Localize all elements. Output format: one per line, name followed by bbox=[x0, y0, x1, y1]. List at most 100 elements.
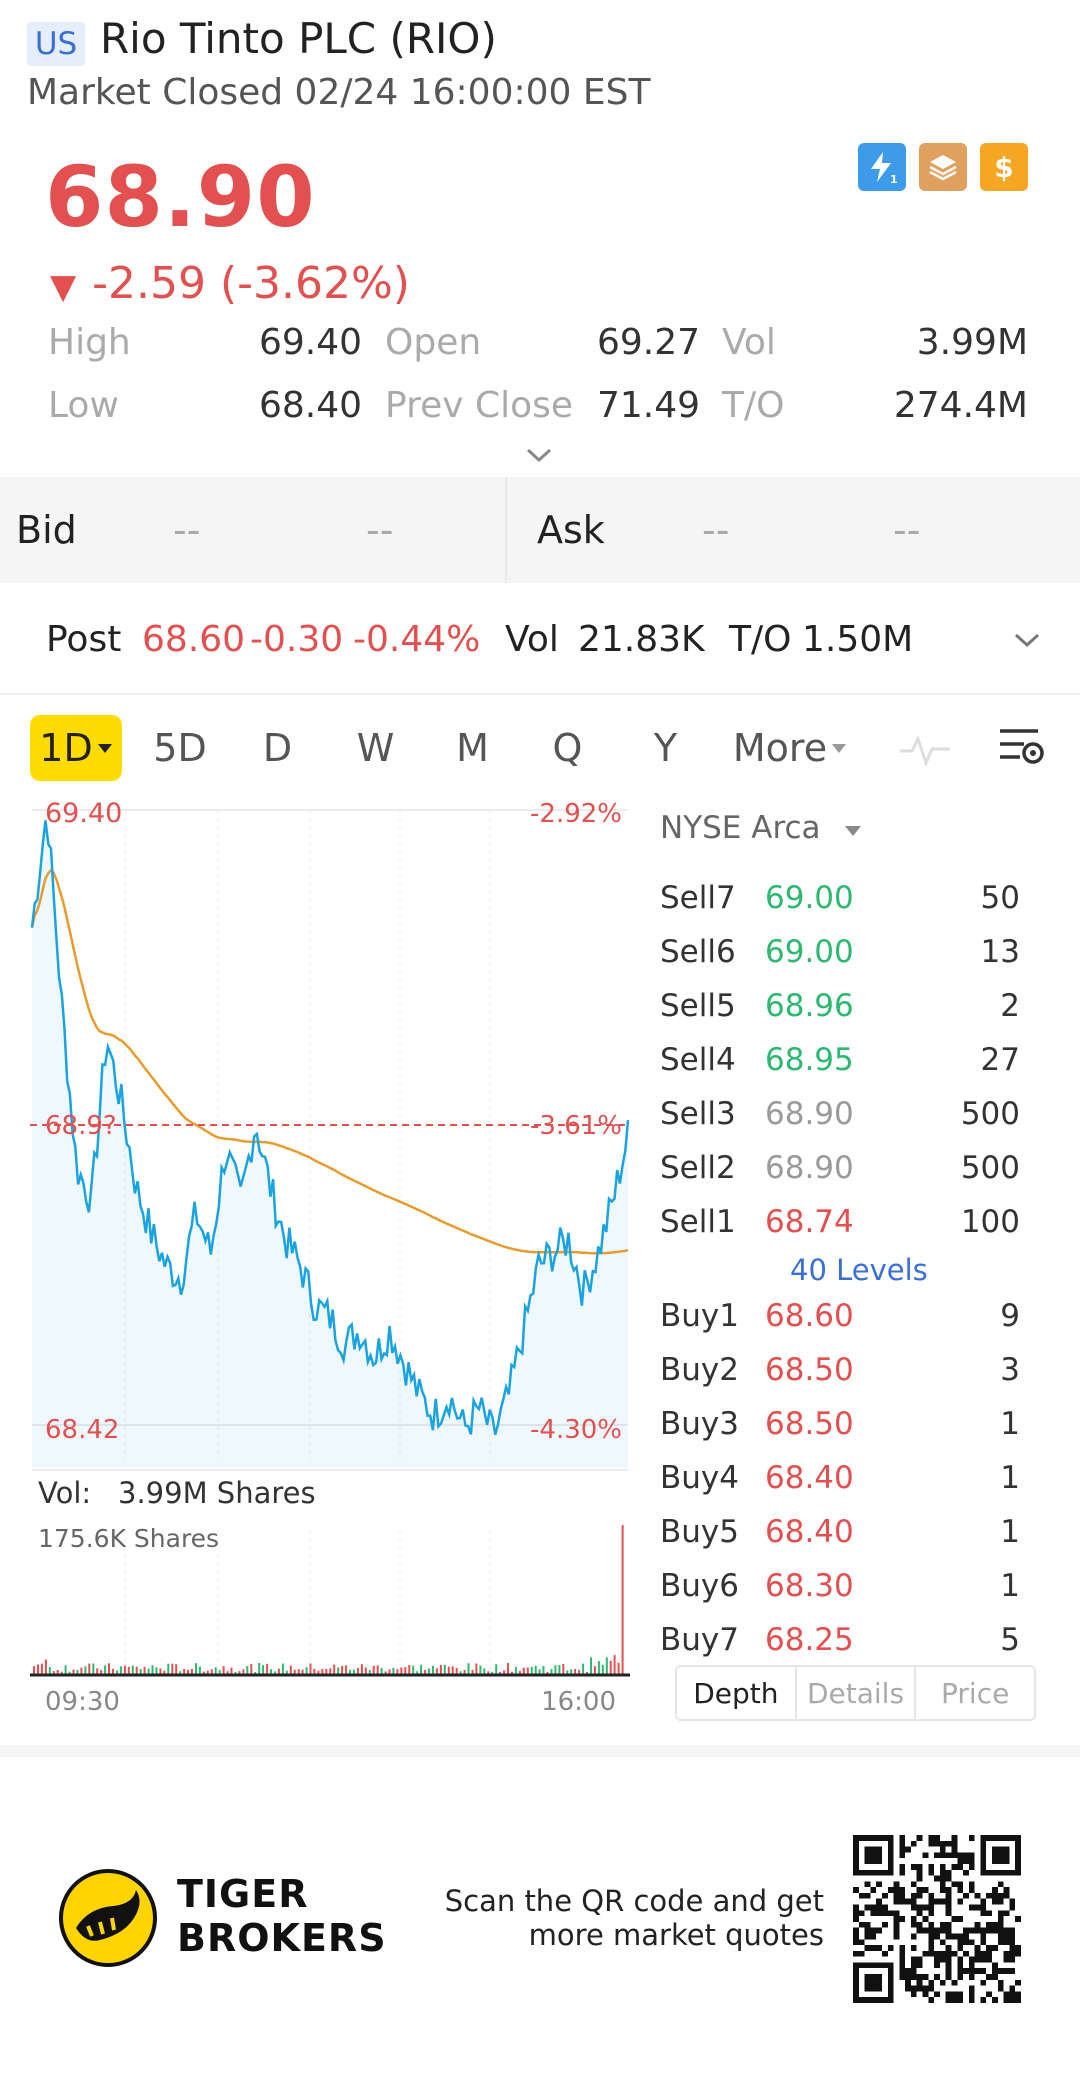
volume-bar bbox=[96, 1668, 99, 1675]
volume-bar bbox=[507, 1663, 509, 1675]
chart-settings-icon[interactable] bbox=[998, 725, 1046, 771]
orderbook-tabs: Depth Details Price bbox=[675, 1665, 1036, 1721]
tab-y[interactable]: Y bbox=[653, 726, 678, 770]
level-name: Buy3 bbox=[660, 1406, 739, 1442]
volume-bar bbox=[530, 1666, 533, 1675]
tiger-brokers-logo bbox=[59, 1869, 157, 1967]
volume-bar bbox=[179, 1671, 182, 1675]
chevron-down-icon[interactable] bbox=[1012, 625, 1042, 655]
volume-bar bbox=[459, 1671, 462, 1675]
level-price: 68.40 bbox=[765, 1460, 854, 1496]
tab-more[interactable]: More bbox=[730, 715, 850, 781]
volume-bar bbox=[305, 1667, 308, 1675]
intraday-chart[interactable]: 69.40 -2.92% 68.9? -3.61% 68.42 -4.30% V… bbox=[30, 800, 630, 1725]
orderbook-row: Sell1 68.74 100 bbox=[660, 1204, 1020, 1258]
volume-bar bbox=[475, 1663, 478, 1675]
levels-toggle[interactable]: 40 Levels bbox=[790, 1253, 928, 1287]
volume-bar bbox=[52, 1671, 55, 1675]
volume-bar bbox=[384, 1671, 387, 1675]
volume-bar bbox=[242, 1669, 245, 1675]
indicator-wave-icon[interactable] bbox=[898, 731, 952, 767]
volume-bar bbox=[258, 1663, 261, 1675]
volume-bar bbox=[48, 1667, 51, 1675]
market-status: Market Closed 02/24 16:00:00 EST bbox=[27, 72, 651, 113]
volume-bar bbox=[479, 1665, 482, 1675]
volume-bar bbox=[167, 1663, 170, 1675]
volume-bar bbox=[467, 1663, 470, 1675]
caret-down-icon bbox=[845, 826, 862, 836]
tab-details[interactable]: Details bbox=[797, 1667, 917, 1719]
volume-bar bbox=[392, 1667, 395, 1675]
chevron-down-icon[interactable] bbox=[524, 440, 554, 470]
change-value: -2.59 (-3.62%) bbox=[92, 258, 410, 309]
level-name: Sell4 bbox=[660, 1042, 736, 1078]
volume-bar bbox=[274, 1671, 276, 1675]
volume-bar bbox=[491, 1671, 494, 1675]
period-tabs: 1D 5D D W M Q Y More bbox=[0, 695, 1080, 795]
vol-max-label: 175.6K Shares bbox=[38, 1524, 219, 1553]
volume-bar bbox=[246, 1666, 249, 1675]
level-price: 68.96 bbox=[765, 988, 854, 1024]
post-market-row[interactable]: Post 68.60 -0.30 -0.44% Vol 21.83K T/O 1… bbox=[0, 583, 1080, 695]
volume-bar bbox=[100, 1670, 103, 1675]
volume-bar bbox=[376, 1665, 379, 1675]
price-area bbox=[32, 820, 628, 1468]
tab-m[interactable]: M bbox=[456, 726, 489, 770]
volume-bar bbox=[582, 1663, 585, 1675]
exchange-selector[interactable]: NYSE Arca bbox=[660, 810, 862, 846]
volume-bar bbox=[33, 1666, 35, 1675]
level-price: 68.60 bbox=[765, 1298, 854, 1334]
volume-bar bbox=[214, 1667, 217, 1675]
post-vol-label: Vol bbox=[505, 619, 559, 660]
level-qty: 9 bbox=[1000, 1298, 1020, 1334]
volume-bar bbox=[597, 1661, 600, 1675]
level-qty: 5 bbox=[1000, 1622, 1020, 1658]
level-qty: 2 bbox=[1000, 988, 1020, 1024]
open-label: Open bbox=[385, 322, 482, 363]
ask-size: -- bbox=[893, 508, 921, 552]
level-name: Buy7 bbox=[660, 1622, 739, 1658]
volume-bar bbox=[550, 1669, 553, 1675]
time-end-label: 16:00 bbox=[541, 1687, 616, 1717]
post-vol-value: 21.83K bbox=[578, 619, 705, 660]
level-name: Buy5 bbox=[660, 1514, 739, 1550]
volume-bar bbox=[593, 1666, 596, 1675]
dollar-icon[interactable]: $ bbox=[980, 143, 1028, 191]
tab-q[interactable]: Q bbox=[552, 726, 583, 770]
volume-bar bbox=[195, 1663, 197, 1675]
layers-icon[interactable] bbox=[919, 143, 967, 191]
tab-d[interactable]: D bbox=[262, 726, 293, 770]
volume-bar bbox=[119, 1666, 122, 1675]
tab-w[interactable]: W bbox=[356, 726, 395, 770]
tab-5d[interactable]: 5D bbox=[153, 726, 207, 770]
volume-bar bbox=[483, 1668, 486, 1675]
volume-bar bbox=[266, 1663, 269, 1675]
level-price: 68.40 bbox=[765, 1514, 854, 1550]
volume-bar bbox=[400, 1667, 403, 1675]
level-price: 68.90 bbox=[765, 1150, 854, 1186]
level-qty: 27 bbox=[980, 1042, 1020, 1078]
level-price: 68.50 bbox=[765, 1406, 854, 1442]
orderbook-row: Sell3 68.90 500 bbox=[660, 1096, 1020, 1150]
vol-title: Vol: bbox=[38, 1476, 91, 1510]
level-qty: 100 bbox=[960, 1204, 1020, 1240]
level-name: Sell6 bbox=[660, 934, 736, 970]
volume-bar bbox=[222, 1666, 225, 1675]
volume-bar bbox=[281, 1663, 284, 1675]
orderbook-row: Sell5 68.96 2 bbox=[660, 988, 1020, 1042]
tab-price[interactable]: Price bbox=[941, 1676, 1010, 1710]
tab-depth[interactable]: Depth bbox=[677, 1667, 797, 1719]
volume-bar bbox=[68, 1671, 71, 1675]
volume-bar bbox=[570, 1669, 573, 1675]
volume-bar bbox=[226, 1671, 229, 1675]
volume-bar bbox=[605, 1657, 608, 1675]
lightning-level1-icon[interactable]: 1 bbox=[858, 143, 906, 191]
volume-bar bbox=[56, 1670, 59, 1675]
price-grid bbox=[32, 809, 628, 1680]
volume-bar bbox=[40, 1663, 43, 1675]
level-name: Sell1 bbox=[660, 1204, 736, 1240]
volume-bar bbox=[72, 1669, 75, 1675]
tab-1d[interactable]: 1D bbox=[30, 715, 122, 781]
y-high-pct: -2.92% bbox=[530, 800, 622, 829]
volume-bar bbox=[522, 1667, 525, 1675]
